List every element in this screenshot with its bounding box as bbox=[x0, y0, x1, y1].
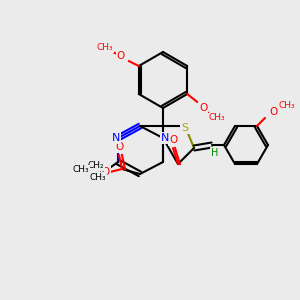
Text: CH₃: CH₃ bbox=[279, 101, 295, 110]
Text: O: O bbox=[117, 51, 125, 61]
Text: O: O bbox=[169, 135, 177, 145]
Text: CH₂: CH₂ bbox=[88, 161, 104, 170]
Text: S: S bbox=[182, 123, 189, 133]
Text: N: N bbox=[112, 133, 120, 143]
Text: CH₃: CH₃ bbox=[73, 166, 89, 175]
Text: CH₃: CH₃ bbox=[96, 44, 113, 52]
Text: N: N bbox=[161, 133, 169, 143]
Text: CH₃: CH₃ bbox=[90, 172, 106, 182]
Text: H: H bbox=[211, 148, 219, 158]
Text: CH₃: CH₃ bbox=[209, 113, 226, 122]
Text: O: O bbox=[102, 167, 110, 177]
Text: O: O bbox=[269, 107, 277, 117]
Text: O: O bbox=[115, 142, 123, 152]
Text: O: O bbox=[199, 103, 207, 113]
